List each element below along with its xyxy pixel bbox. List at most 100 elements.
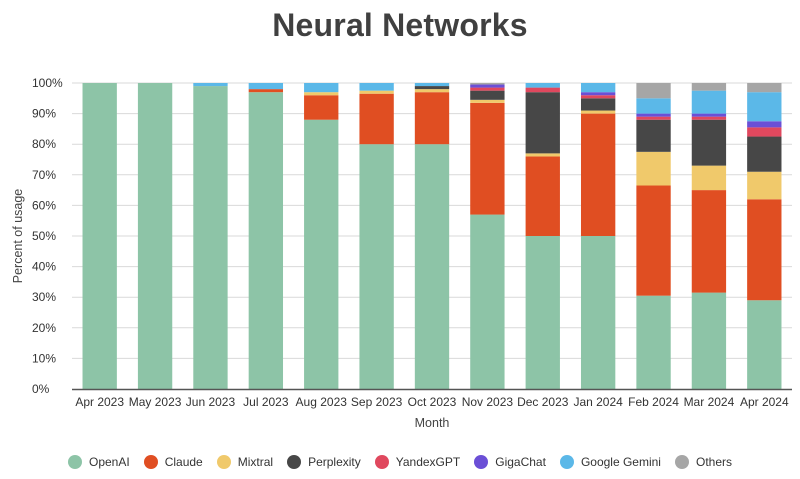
- bar-segment-mixtral: [304, 92, 339, 96]
- y-tick-label: 0%: [32, 382, 50, 396]
- bar-segment-openai: [525, 236, 560, 389]
- bar-segment-gigachat: [580, 92, 616, 96]
- bar-segment-perplexity: [525, 92, 560, 154]
- bar-segment-openai: [193, 86, 228, 389]
- chart-legend: OpenAI Claude Mixtral Perplexity YandexGPT Gi…: [0, 455, 800, 469]
- y-tick-label: 90%: [32, 107, 56, 121]
- bar-segment-perplexity: [580, 98, 616, 111]
- y-tick-label: 20%: [32, 321, 56, 335]
- bar-segment-perplexity: [636, 119, 671, 152]
- legend-label: GigaChat: [495, 455, 546, 469]
- bar-segment-yandexgpt: [691, 116, 727, 120]
- bar-segment-claude: [747, 199, 782, 301]
- x-tick-label: Apr 2023: [75, 395, 124, 409]
- y-tick-label: 30%: [32, 290, 56, 304]
- bar-segment-claude: [525, 156, 560, 236]
- bar-segment-google-gemini: [747, 92, 782, 122]
- bar-segment-mixtral: [580, 110, 616, 114]
- y-tick-label: 100%: [32, 76, 63, 90]
- bar-segment-openai: [82, 83, 117, 389]
- x-axis-title: Month: [415, 416, 450, 430]
- bar-segment-mixtral: [359, 90, 394, 94]
- bar-segment-claude: [304, 95, 339, 120]
- y-tick-label: 40%: [32, 260, 56, 274]
- legend-label: Google Gemini: [580, 455, 661, 469]
- bar-segment-claude: [414, 92, 450, 145]
- x-tick-label: Aug 2023: [296, 395, 348, 409]
- x-tick-label: Apr 2024: [740, 395, 789, 409]
- bar-segment-mixtral: [414, 89, 450, 93]
- legend-item: YandexGPT: [374, 455, 461, 469]
- bar-segment-claude: [470, 102, 505, 215]
- bar-segment-google-gemini: [414, 83, 450, 87]
- x-tick-label: Mar 2024: [684, 395, 735, 409]
- x-tick-label: Nov 2023: [462, 395, 514, 409]
- bar-segment-mixtral: [525, 153, 560, 157]
- bar-segment-claude: [691, 190, 727, 293]
- bar-segment-google-gemini: [193, 83, 228, 87]
- legend-item: GigaChat: [474, 455, 546, 469]
- bar-segment-openai: [248, 92, 284, 390]
- y-tick-label: 70%: [32, 168, 56, 182]
- bar-segment-yandexgpt: [525, 87, 560, 93]
- y-tick-label: 10%: [32, 351, 56, 365]
- bar-segment-perplexity: [414, 86, 450, 90]
- x-tick-label: Feb 2024: [628, 395, 679, 409]
- legend-swatch: [67, 455, 82, 469]
- x-tick-label: May 2023: [129, 395, 182, 409]
- bar-segment-mixtral: [691, 165, 727, 191]
- bar-segment-yandexgpt: [470, 87, 505, 91]
- x-tick-label: Jan 2024: [573, 395, 623, 409]
- legend-swatch: [674, 455, 689, 469]
- bar-segment-mixtral: [747, 171, 782, 200]
- legend-item: OpenAI: [67, 455, 130, 469]
- bar-segment-gigachat: [747, 121, 782, 128]
- bar-segment-others: [691, 83, 727, 91]
- legend-item: Mixtral: [216, 455, 273, 469]
- bar-segment-openai: [691, 292, 727, 389]
- bar-segment-claude: [580, 113, 616, 236]
- bar-segment-openai: [470, 214, 505, 389]
- legend-swatch: [216, 455, 231, 469]
- bar-segment-yandexgpt: [580, 95, 616, 99]
- bar-segment-others: [636, 83, 671, 99]
- bar-segment-google-gemini: [525, 83, 560, 88]
- bar-segment-claude: [359, 93, 394, 145]
- legend-label: OpenAI: [88, 455, 130, 469]
- bar-segment-claude: [248, 89, 284, 93]
- bar-segment-openai: [137, 83, 173, 389]
- legend-label: Claude: [164, 455, 203, 469]
- bar-segment-google-gemini: [248, 83, 284, 90]
- bar-segment-google-gemini: [359, 83, 394, 91]
- x-tick-label: Oct 2023: [408, 395, 457, 409]
- legend-label: Perplexity: [308, 455, 361, 469]
- x-tick-label: Sep 2023: [351, 395, 403, 409]
- bar-segment-others: [470, 83, 505, 85]
- bar-segment-perplexity: [747, 136, 782, 172]
- bar-segment-openai: [747, 300, 782, 389]
- x-tick-label: Jul 2023: [243, 395, 289, 409]
- bar-segment-google-gemini: [304, 83, 339, 93]
- bar-segment-gigachat: [636, 113, 671, 117]
- bar-segment-perplexity: [691, 119, 727, 166]
- bar-segment-google-gemini: [691, 90, 727, 114]
- y-tick-label: 50%: [32, 229, 56, 243]
- bar-segment-gigachat: [470, 84, 505, 88]
- bar-segment-openai: [636, 295, 671, 389]
- bar-segment-mixtral: [470, 99, 505, 103]
- x-tick-label: Dec 2023: [517, 395, 569, 409]
- legend-item: Others: [674, 455, 732, 469]
- bar-segment-others: [747, 83, 782, 93]
- bar-segment-claude: [636, 185, 671, 296]
- y-tick-label: 60%: [32, 198, 56, 212]
- legend-item: Google Gemini: [559, 455, 661, 469]
- bar-segment-gigachat: [691, 113, 727, 117]
- y-tick-label: 80%: [32, 137, 56, 151]
- bar-segment-google-gemini: [636, 98, 671, 114]
- y-axis-title: Percent of usage: [11, 189, 25, 284]
- legend-label: YandexGPT: [395, 455, 461, 469]
- bar-segment-openai: [304, 119, 339, 389]
- legend-swatch: [374, 455, 389, 469]
